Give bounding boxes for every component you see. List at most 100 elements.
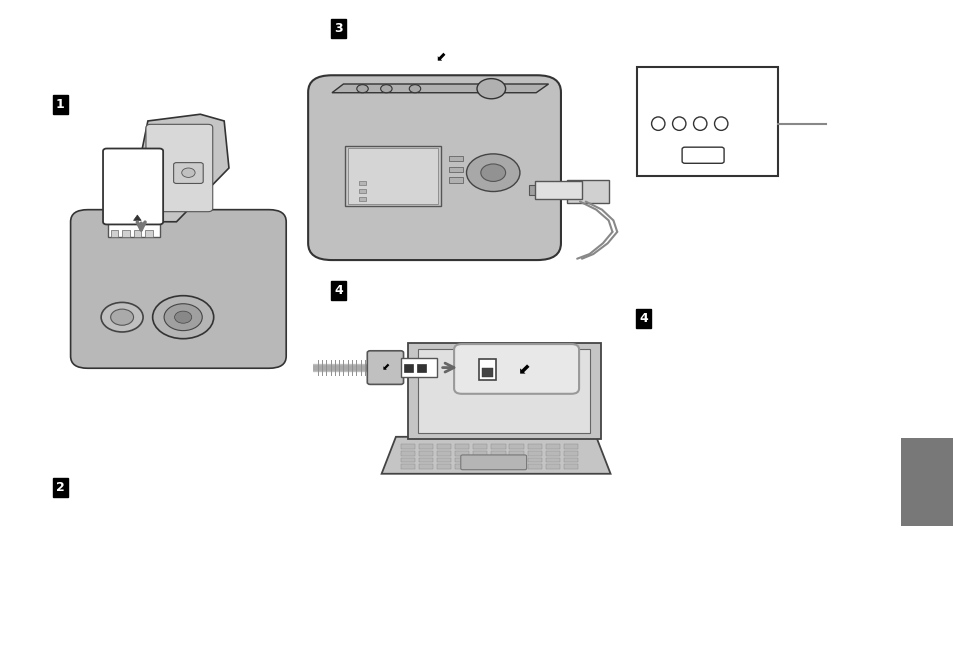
Bar	[348, 148, 437, 204]
Bar	[455, 458, 469, 462]
Bar	[417, 349, 589, 433]
Polygon shape	[381, 437, 610, 474]
Polygon shape	[138, 114, 229, 222]
Bar	[900, 438, 953, 526]
Polygon shape	[489, 388, 512, 419]
Bar	[545, 464, 559, 469]
Bar	[400, 451, 415, 456]
Circle shape	[164, 304, 202, 331]
Circle shape	[409, 85, 420, 93]
Bar	[133, 230, 141, 237]
Polygon shape	[408, 343, 600, 439]
Text: 2: 2	[55, 480, 65, 494]
Bar	[529, 185, 538, 195]
Text: 3: 3	[334, 22, 343, 35]
Bar	[563, 444, 578, 449]
Bar	[345, 146, 440, 206]
Bar	[436, 444, 451, 449]
Bar	[400, 458, 415, 462]
Bar	[563, 458, 578, 462]
Bar	[455, 451, 469, 456]
Bar	[400, 358, 436, 377]
Circle shape	[380, 85, 392, 93]
Ellipse shape	[651, 117, 664, 130]
FancyBboxPatch shape	[308, 75, 560, 260]
Bar	[527, 451, 541, 456]
Bar	[481, 368, 493, 377]
FancyBboxPatch shape	[535, 181, 581, 199]
Bar	[358, 197, 366, 201]
Bar	[473, 451, 487, 456]
Bar	[145, 230, 152, 237]
Bar	[545, 444, 559, 449]
Text: 4: 4	[334, 284, 343, 297]
Circle shape	[356, 85, 368, 93]
Bar	[545, 458, 559, 462]
Bar	[436, 451, 451, 456]
FancyBboxPatch shape	[460, 455, 526, 470]
Circle shape	[181, 168, 194, 177]
Bar	[418, 451, 433, 456]
Bar	[509, 444, 523, 449]
Circle shape	[466, 154, 519, 192]
FancyBboxPatch shape	[566, 180, 608, 203]
Bar	[478, 359, 496, 380]
Bar	[418, 464, 433, 469]
Bar	[491, 464, 505, 469]
Ellipse shape	[714, 117, 727, 130]
Circle shape	[174, 311, 192, 323]
Circle shape	[152, 296, 213, 339]
FancyBboxPatch shape	[454, 344, 578, 394]
Bar	[449, 177, 462, 183]
Bar	[418, 458, 433, 462]
Bar	[491, 458, 505, 462]
Bar	[416, 364, 426, 372]
Bar	[400, 444, 415, 449]
Circle shape	[476, 79, 505, 99]
Bar	[449, 167, 462, 172]
Bar	[509, 451, 523, 456]
Text: ⬋: ⬋	[435, 50, 446, 64]
Bar	[473, 458, 487, 462]
Bar	[400, 464, 415, 469]
FancyBboxPatch shape	[71, 210, 286, 368]
Circle shape	[480, 164, 505, 181]
FancyBboxPatch shape	[146, 124, 213, 212]
Bar	[111, 230, 118, 237]
Bar	[455, 444, 469, 449]
Bar	[436, 458, 451, 462]
Bar	[473, 464, 487, 469]
Bar	[563, 451, 578, 456]
Bar	[527, 444, 541, 449]
Bar	[436, 464, 451, 469]
Bar	[545, 451, 559, 456]
Ellipse shape	[693, 117, 706, 130]
Text: ⬋: ⬋	[381, 363, 389, 372]
Bar	[473, 444, 487, 449]
Bar	[449, 156, 462, 161]
Text: 4: 4	[639, 312, 648, 325]
Bar	[403, 364, 413, 372]
FancyBboxPatch shape	[173, 163, 203, 183]
Bar	[108, 220, 160, 237]
Circle shape	[111, 309, 133, 325]
Bar	[509, 464, 523, 469]
FancyBboxPatch shape	[681, 147, 723, 163]
Polygon shape	[133, 215, 141, 220]
Bar	[122, 230, 130, 237]
Text: ⬋: ⬋	[517, 362, 530, 377]
Bar	[418, 444, 433, 449]
Bar	[491, 444, 505, 449]
Polygon shape	[332, 84, 548, 93]
Bar	[563, 464, 578, 469]
Bar	[509, 458, 523, 462]
Bar	[637, 67, 778, 176]
Bar	[358, 189, 366, 193]
Bar	[527, 458, 541, 462]
Bar	[358, 181, 366, 185]
Circle shape	[101, 302, 143, 332]
FancyBboxPatch shape	[103, 149, 163, 224]
Bar	[527, 464, 541, 469]
FancyBboxPatch shape	[367, 351, 403, 384]
Text: 1: 1	[55, 97, 65, 111]
